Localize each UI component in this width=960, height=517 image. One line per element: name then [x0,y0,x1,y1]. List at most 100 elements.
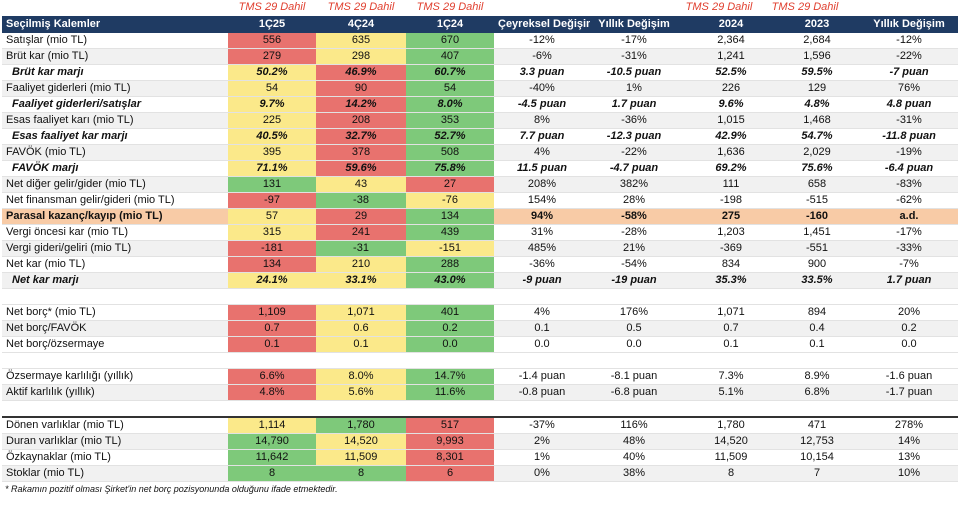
value-cell: 14,790 [228,433,316,450]
value-cell: 11,509 [316,449,406,466]
value-cell: 4.8 puan [886,98,932,110]
value-cell: -151 [406,240,494,257]
value-cell [678,129,688,145]
table-row: Duran varlıklar (mio TL) 14,790 14,520 9,99… [2,433,958,450]
value-cell [678,450,688,466]
value-cell: 52.7% [406,128,494,145]
value-cell: -0.8 puan [494,384,590,401]
value-cell: 2,364 [717,34,745,46]
table-row: Stoklar (mio TL) 8 8 6 0% 38% 8 7 10% [2,465,958,482]
value-cell: 9.6% [718,98,744,110]
spacer-cell [688,400,774,417]
value-cell: 1,780 [316,416,406,434]
table-row: Vergi öncesi kar (mio TL) 315 241 439 31% -28… [2,224,958,241]
value-cell: 111 [688,176,774,193]
value-cell: 57 [228,208,316,225]
value-cell: -22% [590,144,678,161]
row-label: Satışlar (mio TL) [6,34,88,46]
value-cell: -515 [805,194,829,206]
value-cell: 0% [494,465,590,482]
row-label: Net kar (mio TL) [6,258,86,270]
row-label: Vergi gideri/geliri (mio TL) [2,240,228,257]
value-cell [678,240,688,257]
value-cell: 1% [534,451,550,463]
value-cell: 8 [228,465,316,482]
value-cell: 226 [688,80,774,97]
spacer-cell [860,288,958,305]
value-cell: 38% [590,465,678,482]
value-cell: 8.0% [316,368,406,385]
value-cell: 21% [590,240,678,257]
value-cell: 8 [316,465,406,482]
row-label: FAVÖK marjı [12,162,79,174]
row-label: Faaliyet giderleri/satışlar [12,98,142,110]
value-cell: 1,451 [803,226,831,238]
value-cell: 11.6% [406,384,494,401]
row-label: Vergi öncesi kar (mio TL) [6,226,129,238]
spacer-cell [228,400,316,417]
value-cell: -6.8 puan [590,384,678,401]
value-cell: 11,642 [228,449,316,466]
row-label: Esas faaliyet kar marjı [12,130,128,142]
spacer-cell [688,288,774,305]
spacer-cell [678,400,688,417]
tms-label-2023: TMS 29 Dahil [771,1,839,13]
value-cell [678,384,688,401]
value-cell: 54 [406,80,494,97]
spacer-cell [678,352,688,369]
value-cell: 10,154 [800,451,834,463]
value-cell: 4.8% [804,98,830,110]
table-row: Net borç/FAVÖK 0.7 0.6 0.2 0.1 0.5 0.7 0.4 0.2 [2,320,958,337]
value-cell: 14.7% [406,368,494,385]
value-cell [678,257,688,273]
value-cell: -38 [316,192,406,209]
table-row: FAVÖK marjı 71.1% 59.6% 75.8% 11.5 puan -4.7 … [2,160,958,177]
value-cell: 9.7% [228,96,316,113]
value-cell [678,225,688,241]
value-cell: 42.9% [715,130,747,142]
value-cell: 40% [622,451,646,463]
row-label: Özkaynaklar (mio TL) [6,451,111,463]
value-cell: 210 [316,256,406,273]
value-cell: -4.5 puan [517,98,567,110]
value-cell: 13% [897,451,921,463]
value-cell: 275 [688,208,774,225]
value-cell [678,144,688,161]
spacer-cell [494,352,590,369]
value-cell: 225 [228,112,316,129]
table-row: Aktif karlılık (yıllık) 4.8% 5.6% 11.6% -0.8… [2,384,958,401]
spacer-cell [316,352,406,369]
value-cell: 439 [406,224,494,241]
value-cell: 14% [860,433,958,450]
spacer-cell [228,352,316,369]
value-cell: 33.5% [774,272,860,289]
value-cell: 6.8% [774,384,860,401]
value-cell: 401 [406,304,494,321]
value-cell: 154% [527,194,557,206]
header-cell: 4Ç24 [316,16,406,33]
header-cell: Yıllık Değişim [860,16,958,33]
value-cell: 834 [721,258,741,270]
value-cell: 0.2 [860,320,958,337]
value-cell: 315 [228,224,316,241]
spacer-cell [2,288,228,305]
value-cell [678,48,688,65]
value-cell: 0.1 [494,320,590,337]
table-row: Faaliyet giderleri (mio TL) 54 90 54 -40% 1% 2… [2,80,958,97]
value-cell: 0.1 [723,338,739,350]
value-cell: 0.5 [590,320,678,337]
value-cell: 24.1% [228,272,316,289]
value-cell: 1,109 [228,304,316,321]
value-cell: 1,596 [774,48,860,65]
spacer-cell [494,400,590,417]
header-cell: 2023 [774,16,860,33]
value-cell: 0.0 [406,336,494,353]
table-row: Net diğer gelir/gider (mio TL) 131 43 27 208… [2,176,958,193]
value-cell: 14,520 [316,433,406,450]
row-label: Net borç/FAVÖK [2,320,228,337]
value-cell: 1.7 puan [860,272,958,289]
value-cell: 2% [494,433,590,450]
value-cell: -7% [899,258,919,270]
value-cell: -6% [494,48,590,65]
row-label: Brüt kar (mio TL) [2,48,228,65]
